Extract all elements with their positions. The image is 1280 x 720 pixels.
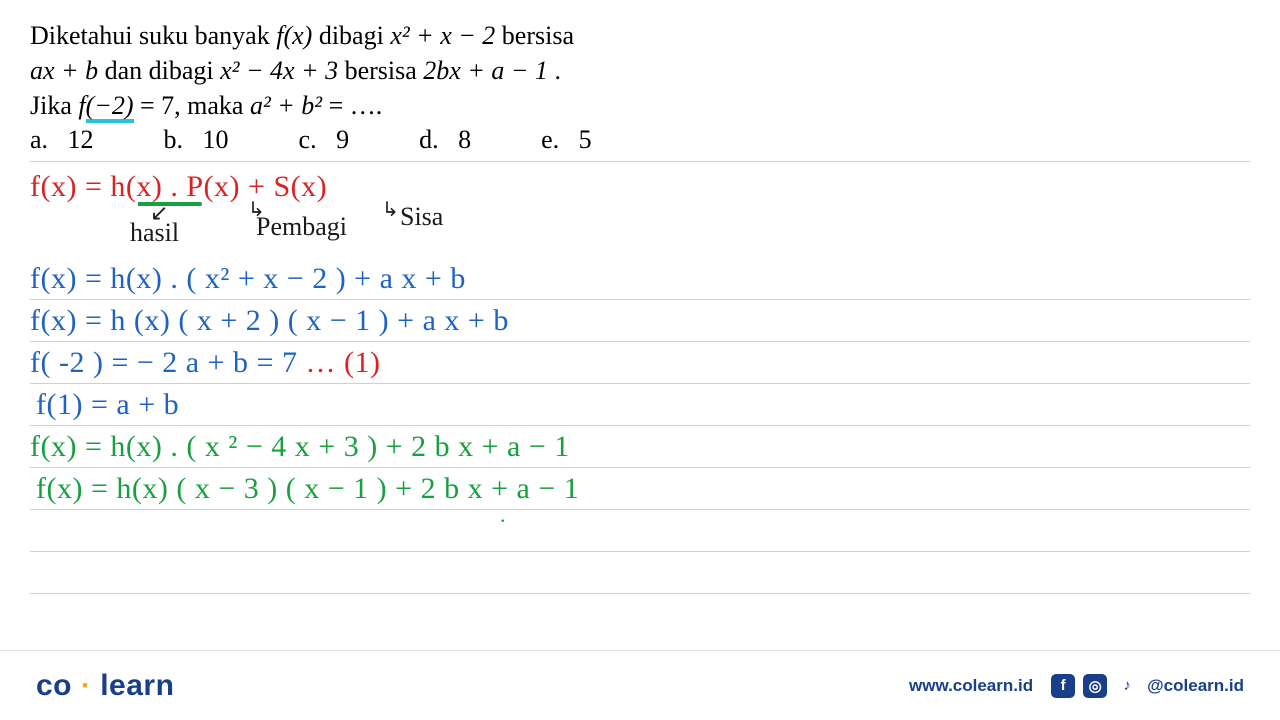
text: .	[548, 56, 561, 85]
annotation-hasil: hasil	[130, 220, 179, 246]
problem-line-1: Diketahui suku banyak f(x) dibagi x² + x…	[30, 18, 1250, 53]
text: dibagi	[312, 21, 390, 50]
work-line-6: f(x) = h(x) . ( x ² − 4 x + 3 ) + 2 b x …	[30, 426, 1250, 468]
footer-url[interactable]: www.colearn.id	[909, 676, 1033, 696]
text: Diketahui suku banyak	[30, 21, 276, 50]
work-line-2: f(x) = h(x) . ( x² + x − 2 ) + a x + b	[30, 258, 1250, 300]
option-d: d. 8	[419, 125, 471, 155]
work-line-3: f(x) = h (x) ( x + 2 ) ( x − 1 ) + a x +…	[30, 300, 1250, 342]
problem-line-3: Jika f(−2) = 7, maka a² + b² = ….	[30, 88, 1250, 123]
work-line-4: f( -2 ) = − 2 a + b = 7 … (1)	[30, 342, 1250, 384]
social-icons: f ◎ ♪ @colearn.id	[1051, 674, 1244, 698]
handwritten-work: f(x) = h(x) . P(x) + S(x) ↙ hasil ↳ Pemb…	[30, 166, 1250, 594]
footer-bar: co · learn www.colearn.id f ◎ ♪ @colearn…	[0, 650, 1280, 720]
handwriting-green: f(x) = h(x) ( x − 3 ) ( x − 1 ) + 2 b x …	[30, 472, 579, 505]
option-b: b. 10	[164, 125, 229, 155]
math: x² − 4x + 3	[220, 56, 338, 85]
option-a: a. 12	[30, 125, 94, 155]
text: bersisa	[495, 21, 574, 50]
option-e: e. 5	[541, 125, 592, 155]
text: bersisa	[338, 56, 423, 85]
problem-statement: Diketahui suku banyak f(x) dibagi x² + x…	[30, 18, 1250, 123]
math: f	[78, 91, 85, 120]
option-c: c. 9	[299, 125, 350, 155]
handwriting-red: f(x) = h(x) . P(x) + S(x)	[30, 170, 327, 203]
work-line-5: f(1) = a + b	[30, 384, 1250, 426]
facebook-icon[interactable]: f	[1051, 674, 1075, 698]
logo-learn: learn	[100, 669, 174, 702]
arrow-icon: ↳	[382, 200, 399, 220]
blank-line	[30, 552, 1250, 594]
content-area: Diketahui suku banyak f(x) dibagi x² + x…	[0, 0, 1280, 594]
text: = ….	[322, 91, 382, 120]
instagram-icon[interactable]: ◎	[1083, 674, 1107, 698]
brand-logo: co · learn	[36, 669, 174, 703]
answer-options: a. 12 b. 10 c. 9 d. 8 e. 5	[30, 125, 1250, 162]
blank-line	[30, 510, 1250, 552]
handwriting-red: … (1)	[305, 346, 380, 379]
handwriting-blue: f(x) = h(x) . ( x² + x − 2 ) + a x + b	[30, 262, 466, 295]
annotation-pembagi: Pembagi	[256, 214, 347, 240]
problem-line-2: ax + b dan dibagi x² − 4x + 3 bersisa 2b…	[30, 53, 1250, 88]
handwriting-blue: f(x) = h (x) ( x + 2 ) ( x − 1 ) + a x +…	[30, 304, 509, 337]
work-line-1: f(x) = h(x) . P(x) + S(x)	[30, 166, 1250, 208]
math: a² + b²	[250, 91, 322, 120]
tiktok-icon[interactable]: ♪	[1115, 674, 1139, 698]
footer-right: www.colearn.id f ◎ ♪ @colearn.id	[909, 674, 1244, 698]
text: dan dibagi	[98, 56, 220, 85]
text: Jika	[30, 91, 78, 120]
math: x² + x − 2	[390, 21, 495, 50]
logo-dot: ·	[72, 669, 100, 702]
logo-co: co	[36, 669, 72, 702]
highlighted-math: (−2)	[86, 94, 134, 123]
annotation-row: ↙ hasil ↳ Pembagi ↳ Sisa	[30, 208, 1250, 258]
handwriting-blue: f(1) = a + b	[30, 388, 179, 421]
math: f(x)	[276, 21, 312, 50]
math: 2bx + a − 1	[423, 56, 548, 85]
math: ax + b	[30, 56, 98, 85]
social-handle[interactable]: @colearn.id	[1147, 676, 1244, 696]
text: = 7, maka	[134, 91, 250, 120]
annotation-sisa: Sisa	[400, 204, 443, 230]
handwriting-blue: f( -2 ) = − 2 a + b = 7	[30, 346, 305, 379]
handwriting-green: f(x) = h(x) . ( x ² − 4 x + 3 ) + 2 b x …	[30, 430, 570, 463]
work-line-7: f(x) = h(x) ( x − 3 ) ( x − 1 ) + 2 b x …	[30, 468, 1250, 510]
